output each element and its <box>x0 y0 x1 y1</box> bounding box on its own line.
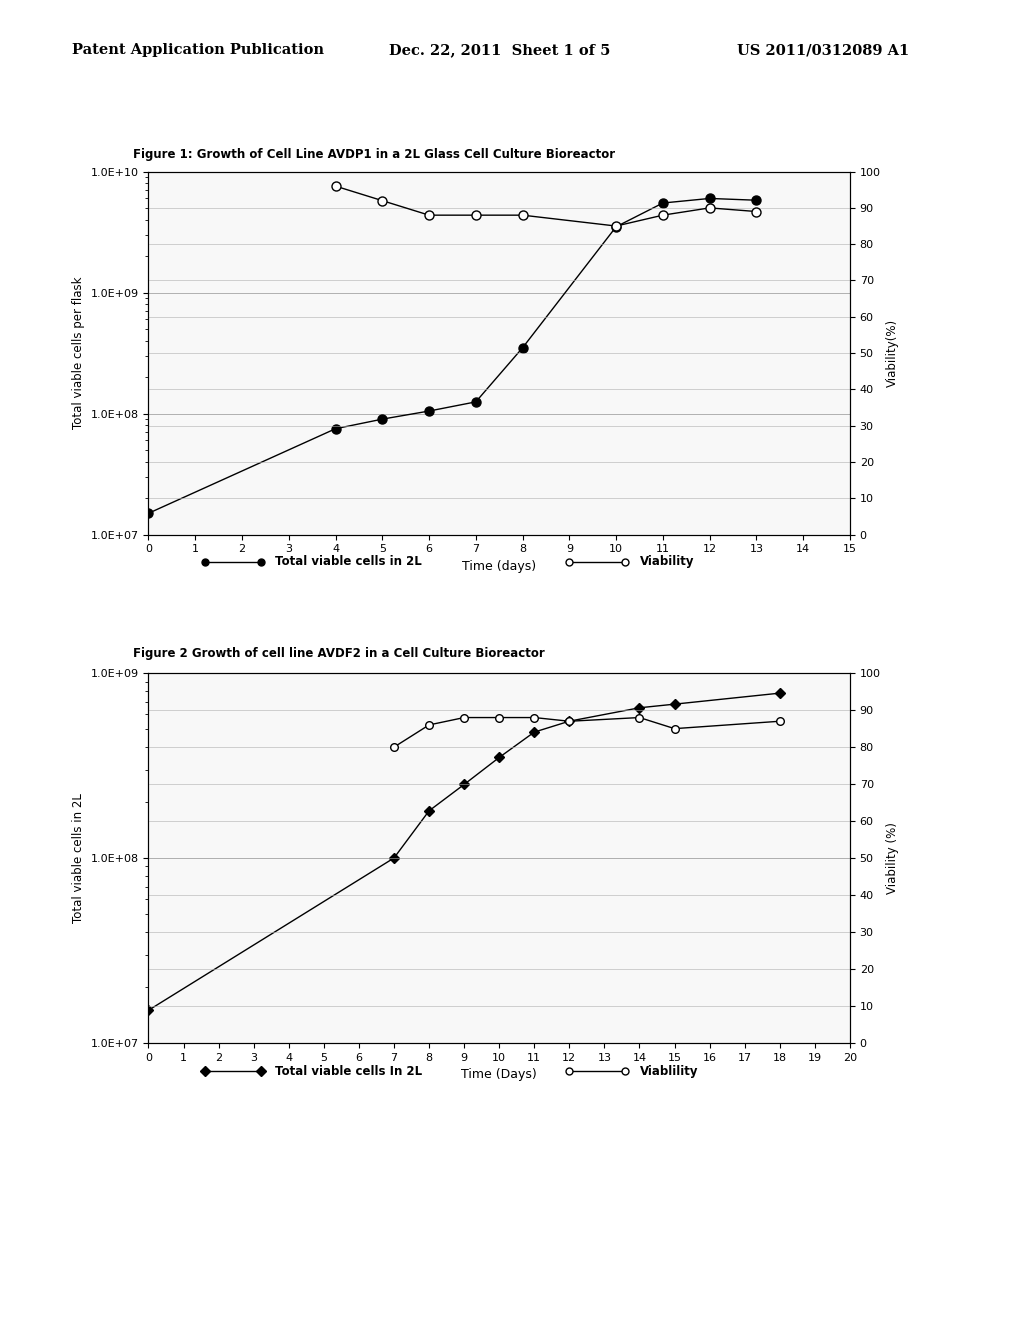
Y-axis label: Viability (%): Viability (%) <box>886 822 899 894</box>
X-axis label: Time (days): Time (days) <box>462 560 537 573</box>
Text: Total viable cells In 2L: Total viable cells In 2L <box>274 1065 422 1077</box>
Text: Dec. 22, 2011  Sheet 1 of 5: Dec. 22, 2011 Sheet 1 of 5 <box>389 44 610 57</box>
Text: Figure 1: Growth of Cell Line AVDP1 in a 2L Glass Cell Culture Bioreactor: Figure 1: Growth of Cell Line AVDP1 in a… <box>133 148 615 161</box>
X-axis label: Time (Days): Time (Days) <box>462 1068 537 1081</box>
Text: US 2011/0312089 A1: US 2011/0312089 A1 <box>737 44 909 57</box>
Text: Total viable cells in 2L: Total viable cells in 2L <box>274 556 422 568</box>
Y-axis label: Viability(%): Viability(%) <box>886 319 899 387</box>
Y-axis label: Total viable cells per flask: Total viable cells per flask <box>72 277 85 429</box>
Text: Viablility: Viablility <box>639 1065 698 1077</box>
Y-axis label: Total viable cells in 2L: Total viable cells in 2L <box>72 793 85 923</box>
Text: Patent Application Publication: Patent Application Publication <box>72 44 324 57</box>
Text: Figure 2 Growth of cell line AVDF2 in a Cell Culture Bioreactor: Figure 2 Growth of cell line AVDF2 in a … <box>133 647 545 660</box>
Text: Viability: Viability <box>639 556 694 568</box>
